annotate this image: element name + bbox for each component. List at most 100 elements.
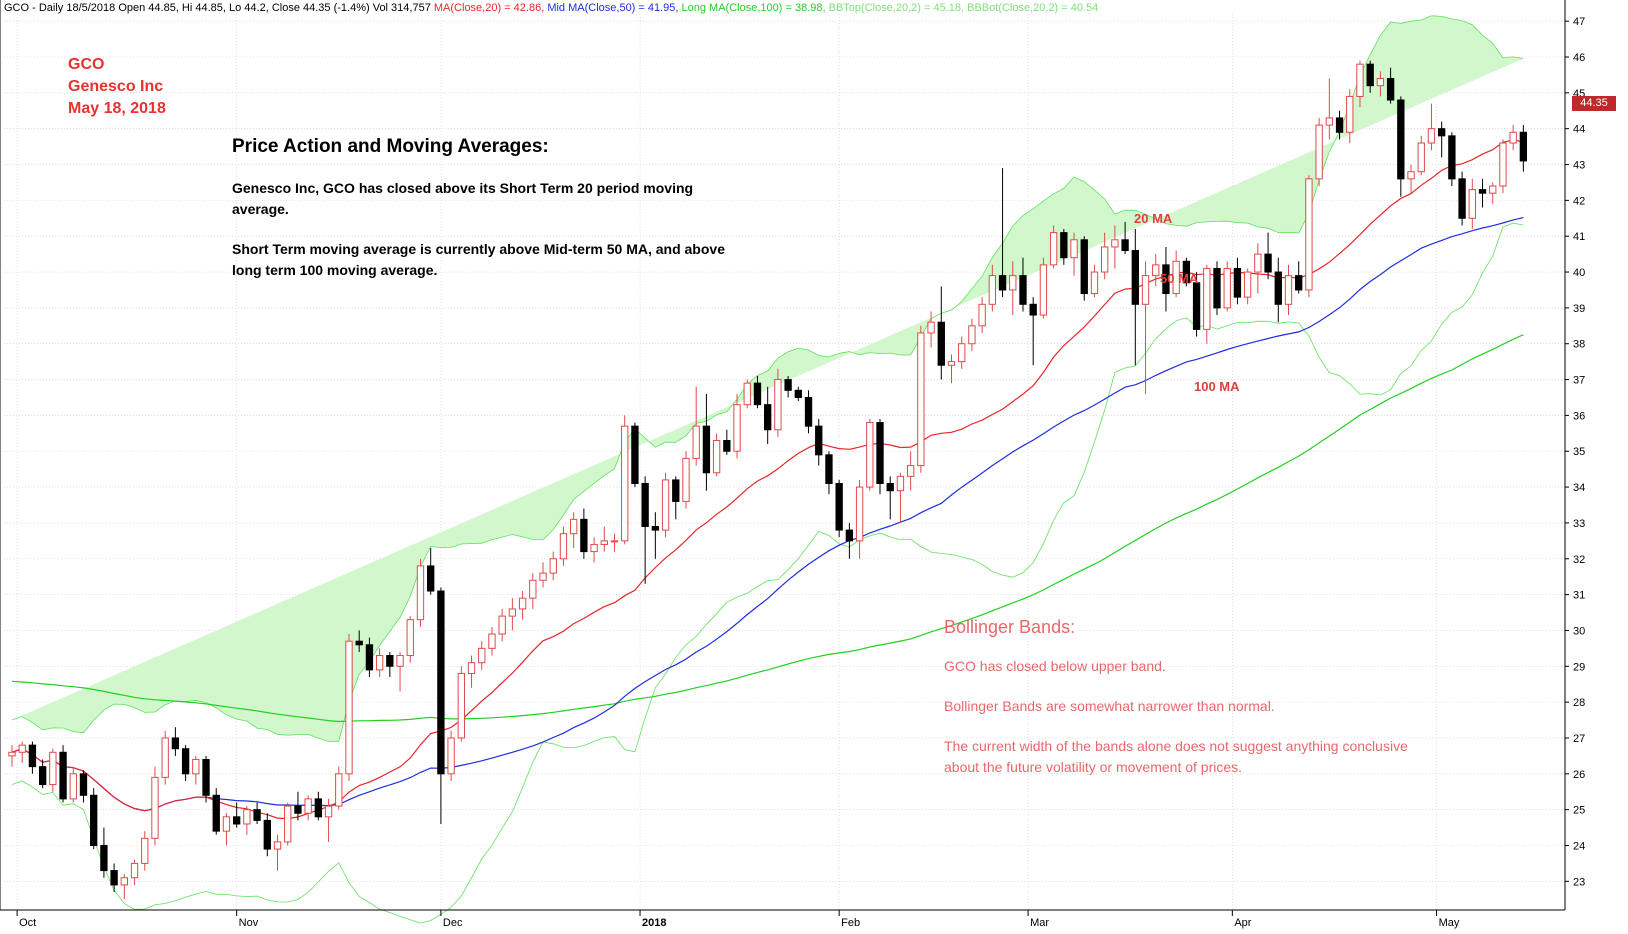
candle-body [1182, 260, 1191, 284]
candle-body [467, 662, 476, 674]
y-tick-label: 47 [1573, 16, 1585, 28]
y-tick-label: 23 [1573, 876, 1585, 888]
candle [294, 791, 302, 821]
candle [549, 551, 557, 581]
candle-body [253, 809, 261, 821]
candle [804, 390, 813, 434]
candle [1049, 225, 1058, 269]
candle [1182, 257, 1191, 287]
candle [1509, 125, 1517, 151]
chart-header: GCO - Daily 18/5/2018 Open 44.85, Hi 44.… [4, 2, 1098, 14]
candle-body [937, 321, 945, 366]
candle-body [457, 672, 465, 739]
candle [1284, 264, 1293, 316]
candle [733, 393, 741, 459]
candle [1325, 78, 1334, 140]
candle [958, 336, 966, 369]
candle-body [1468, 189, 1476, 219]
ma50-label: 50 MA [1160, 271, 1199, 286]
candle [478, 641, 486, 670]
candle-body [815, 425, 823, 456]
candle-body [1009, 275, 1017, 291]
stock-name: Genesco Inc [68, 78, 164, 95]
candle-body [1478, 189, 1487, 194]
candle [590, 537, 598, 563]
y-tick-label: 38 [1573, 339, 1585, 351]
candle-body [621, 425, 629, 542]
candle-body [855, 486, 864, 542]
candle [968, 318, 976, 351]
candle [1478, 178, 1487, 208]
ma-commentary: Price Action and Moving Averages: Genesc… [232, 136, 752, 300]
stock-title: GCO Genesco Inc May 18, 2018 [68, 54, 166, 120]
candle-body [141, 837, 149, 864]
candle-body [1386, 78, 1395, 101]
candle-body [610, 540, 619, 543]
y-tick-label: 39 [1573, 303, 1585, 315]
bb-commentary-title: Bollinger Bands: [944, 617, 1076, 637]
header-bbbot: BBBot(Close,20,2) = 40.54 [967, 2, 1098, 14]
candle-body [1141, 275, 1150, 305]
x-tick-label: Apr [1234, 917, 1251, 929]
candle [723, 429, 731, 455]
candle [28, 741, 37, 774]
y-tick-label: 42 [1573, 195, 1585, 207]
candle [498, 608, 506, 642]
candle-body [1315, 124, 1323, 180]
y-tick-label: 34 [1573, 482, 1585, 494]
candle-body [447, 737, 455, 775]
candle [1243, 268, 1252, 305]
candle-body [69, 773, 77, 800]
candle [427, 548, 435, 595]
candle-body [804, 396, 813, 427]
candle-body [1060, 232, 1068, 259]
candle [610, 533, 619, 552]
candle [1080, 236, 1088, 301]
candle-body [1346, 95, 1354, 133]
candle-body [171, 737, 180, 750]
candle [641, 476, 649, 584]
candle [743, 379, 751, 409]
moving-average-lines [11, 139, 1524, 820]
candle-body [1080, 239, 1088, 295]
candle [253, 802, 261, 824]
candle-body [498, 615, 506, 635]
candle-body [1101, 246, 1109, 273]
candle-body [59, 751, 67, 800]
candle [1315, 117, 1323, 187]
candle-body [1243, 271, 1252, 298]
candle [825, 451, 833, 495]
candle-body [427, 565, 435, 592]
candle-body [1305, 178, 1313, 291]
candle-body [1356, 63, 1364, 97]
candle [947, 354, 956, 384]
candle [69, 766, 77, 803]
candle [886, 476, 894, 520]
y-tick-label: 27 [1573, 733, 1585, 745]
y-tick-label: 35 [1573, 446, 1585, 458]
bollinger-upper-line [11, 15, 1524, 743]
candle [937, 286, 945, 380]
y-tick-label: 43 [1573, 160, 1585, 172]
candle [508, 598, 517, 631]
candle-body [529, 579, 537, 599]
candle [263, 813, 271, 857]
candle [569, 512, 578, 549]
candle-body [100, 844, 108, 872]
candle [1427, 103, 1436, 151]
candle-body [365, 644, 374, 671]
candle [375, 648, 384, 678]
candle-body [243, 809, 251, 825]
candle [243, 806, 251, 835]
candle-body [416, 565, 425, 621]
y-tick-label: 28 [1573, 697, 1585, 709]
candle [1223, 261, 1231, 312]
ma-commentary-title: Price Action and Moving Averages: [232, 136, 549, 157]
candle [202, 755, 210, 803]
candle-body [559, 533, 568, 560]
candle-body [294, 805, 302, 814]
candle-body [120, 877, 128, 886]
candle [181, 745, 190, 781]
candle-body [1489, 185, 1497, 194]
candle-body [1366, 63, 1374, 87]
